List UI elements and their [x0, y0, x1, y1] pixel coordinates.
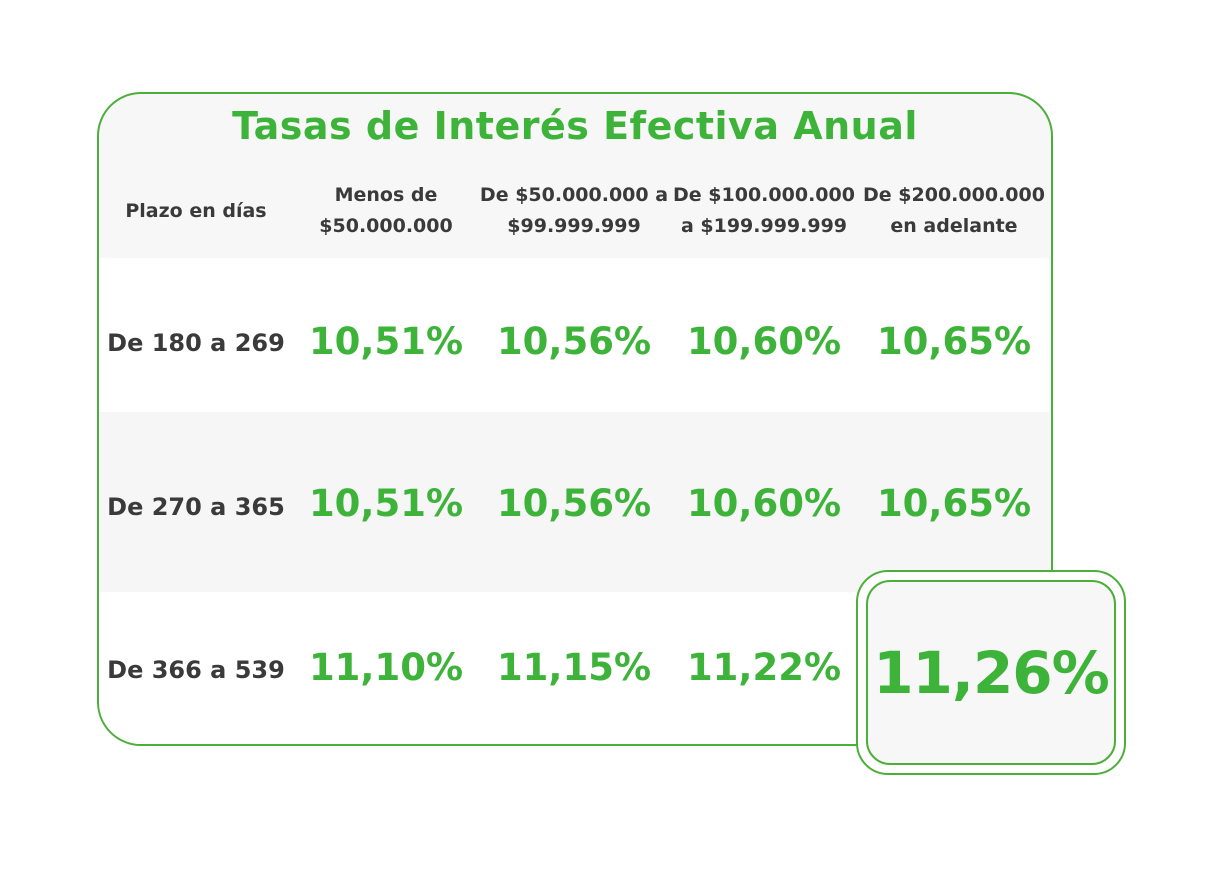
rate-cell: 10,60%	[686, 320, 842, 363]
column-header-tier-4: De $200.000.000 en adelante	[863, 184, 1045, 237]
table-row-band	[99, 258, 1049, 412]
column-header-term: Plazo en días	[125, 199, 267, 222]
rate-cell: 10,51%	[308, 320, 464, 363]
rate-cell: 10,51%	[308, 482, 464, 525]
rate-cell: 10,65%	[876, 320, 1032, 363]
table-row-band	[99, 412, 1049, 592]
column-header-tier-1: Menos de $50.000.000	[319, 184, 453, 237]
column-header-tier-3: De $100.000.000 a $199.999.999	[673, 184, 855, 237]
rate-cell: 11,15%	[496, 646, 652, 689]
rates-table-card: Tasas de Interés Efectiva Anual Plazo en…	[97, 92, 1053, 746]
highlight-box: 11,26%	[866, 580, 1116, 765]
rate-cell: 10,56%	[496, 482, 652, 525]
table-title: Tasas de Interés Efectiva Anual	[232, 104, 918, 148]
row-label-180-269: De 180 a 269	[107, 329, 285, 357]
row-label-270-365: De 270 a 365	[107, 493, 285, 521]
rate-cell: 10,60%	[686, 482, 842, 525]
rate-cell: 11,22%	[686, 646, 842, 689]
row-label-366-539: De 366 a 539	[107, 656, 285, 684]
rate-cell: 10,65%	[876, 482, 1032, 525]
rate-cell: 11,10%	[308, 646, 464, 689]
highlighted-rate: 11,26%	[873, 638, 1110, 707]
column-header-tier-2: De $50.000.000 a $99.999.999	[479, 184, 669, 237]
rate-cell: 10,56%	[496, 320, 652, 363]
